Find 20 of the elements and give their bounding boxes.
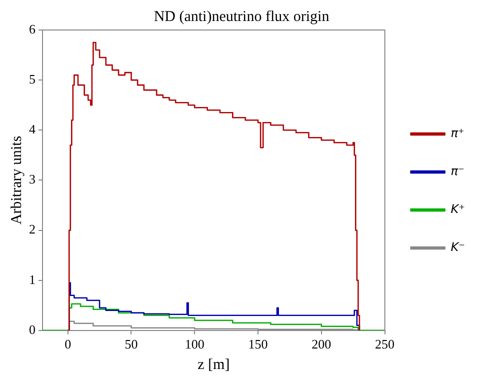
y-axis-title: Arbitrary units <box>8 136 25 225</box>
y-tick-label: 5 <box>29 71 36 86</box>
y-tick-label: 3 <box>29 172 36 187</box>
legend-label: K⁻ <box>450 240 465 254</box>
x-axis-title: z [m] <box>198 356 230 373</box>
x-tick-label: 100 <box>184 336 204 352</box>
x-tick-label: 200 <box>312 336 332 352</box>
legend-label: π⁻ <box>450 164 464 178</box>
legend-label: K⁺ <box>450 202 465 216</box>
y-tick-label: 2 <box>29 222 36 237</box>
y-tick-label: 6 <box>29 21 36 36</box>
x-tick-label: 0 <box>64 336 72 352</box>
y-tick-label: 0 <box>29 322 36 337</box>
x-tick-label: 50 <box>124 336 138 352</box>
y-tick-label: 4 <box>29 122 36 137</box>
legend-label: π⁺ <box>450 126 464 140</box>
y-tick-label: 1 <box>29 272 36 287</box>
chart-title: ND (anti)neutrino flux origin <box>154 8 330 25</box>
x-tick-label: 250 <box>375 336 395 352</box>
x-tick-label: 150 <box>248 336 268 352</box>
